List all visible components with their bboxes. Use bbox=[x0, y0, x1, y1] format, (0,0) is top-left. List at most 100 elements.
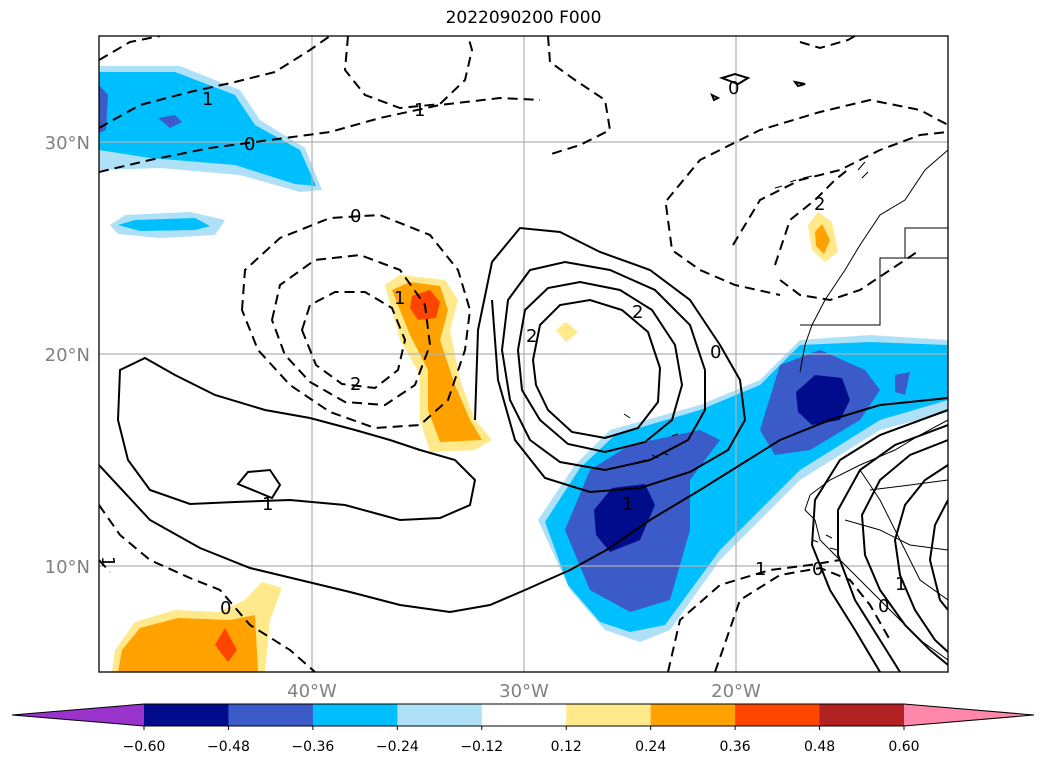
colorbar-tick-label: 0.60 bbox=[888, 739, 919, 755]
coast-africa-west bbox=[804, 419, 948, 661]
contours bbox=[99, 72, 948, 672]
contour-dashed-nw-0 bbox=[99, 96, 541, 173]
lat-label-10: 10°N bbox=[45, 557, 90, 578]
map-frame bbox=[98, 35, 949, 673]
contour-label: 2 bbox=[350, 374, 361, 395]
lat-label-20: 20°N bbox=[45, 345, 90, 366]
contour-dashed-sw-edge bbox=[99, 559, 111, 573]
shade-se-dark3 bbox=[895, 372, 910, 395]
contour-dashed-nw-1 bbox=[99, 36, 331, 129]
contour-label: 1 bbox=[97, 556, 118, 567]
colorbar-cell bbox=[397, 704, 483, 726]
contour-label: 0 bbox=[244, 134, 255, 155]
colorbar-tick-label: 0.12 bbox=[551, 739, 582, 755]
shade-sw-red bbox=[215, 628, 237, 662]
colorbar-cell bbox=[819, 704, 905, 726]
contour-dashed-ne-top bbox=[799, 36, 856, 50]
colorbar-ticks: −0.60 −0.48 −0.36 −0.24 −0.12 0.12 0.24 0.36 0.4… bbox=[123, 726, 920, 755]
contour-solid-africa2 bbox=[893, 464, 948, 653]
contour-dashed-ne-2 bbox=[732, 131, 948, 246]
coast-canaries bbox=[774, 161, 869, 189]
coast-border-1 bbox=[800, 227, 948, 326]
lon-label-40: 40°W bbox=[287, 681, 337, 702]
contour-solid-inner bbox=[531, 298, 662, 440]
shade-streak-mid bbox=[118, 218, 210, 231]
colorbar-tick-label: 0.48 bbox=[804, 739, 835, 755]
contour-label: 0 bbox=[220, 598, 231, 619]
lat-label-30: 30°N bbox=[45, 133, 90, 154]
colorbar-cell bbox=[481, 704, 567, 726]
contour-solid-small bbox=[236, 468, 282, 500]
colorbar-cell bbox=[650, 704, 736, 726]
contour-solid-africa1 bbox=[860, 439, 948, 666]
contour-dashed-sw bbox=[99, 504, 316, 672]
colorbar-tick-label: 0.36 bbox=[720, 739, 751, 755]
colorbar-cell bbox=[228, 704, 314, 726]
map-title: 2022090200 F000 bbox=[445, 8, 602, 28]
colorbar-tick-label: −0.24 bbox=[376, 739, 419, 755]
contour-solid-africa3 bbox=[928, 499, 948, 611]
colorbar-cells bbox=[12, 704, 1034, 726]
contour-dashed-ne-4 bbox=[779, 249, 921, 302]
shade-dot bbox=[556, 322, 578, 342]
colorbar-tick-label: 0.24 bbox=[635, 739, 666, 755]
contour-label: 0 bbox=[728, 78, 739, 99]
colorbar-tick-label: −0.60 bbox=[123, 739, 166, 755]
colorbar-tick-label: −0.48 bbox=[207, 739, 250, 755]
contour-label: 0 bbox=[878, 596, 889, 617]
contour-dashed-nw-top bbox=[99, 36, 161, 61]
contour-dashed-top-1 bbox=[343, 36, 474, 110]
contour-label: 0 bbox=[812, 559, 823, 580]
colorbar-extend-high bbox=[904, 704, 1034, 726]
shade-nw-mid bbox=[99, 72, 316, 186]
contour-solid-africa5 bbox=[837, 424, 948, 672]
map-area: 1 0 1 0 1 2 0 2 0 2 1 1 0 1 0 2 1 0 1 bbox=[97, 36, 948, 672]
colorbar-cell bbox=[566, 704, 652, 726]
contour-label: 2 bbox=[632, 302, 643, 323]
coast-africa-north bbox=[799, 149, 948, 373]
contour-label: 2 bbox=[814, 194, 825, 215]
contour-solid-south bbox=[99, 397, 948, 614]
contour-dashed-ne-1 bbox=[666, 98, 948, 201]
colorbar-cell bbox=[312, 704, 398, 726]
contour-label: 1 bbox=[394, 288, 405, 309]
contour-solid-large bbox=[116, 356, 477, 522]
contour-dashed-ne-right bbox=[665, 204, 781, 296]
contour-solid-mid2 bbox=[516, 280, 684, 454]
colorbar-extend-low bbox=[12, 704, 144, 726]
shade-se-darkest2 bbox=[796, 375, 850, 425]
contour-solid-africa4 bbox=[810, 409, 948, 672]
contour-solid-mid1 bbox=[500, 260, 706, 472]
contour-label: 2 bbox=[526, 326, 537, 347]
contour-dashed-cyclone-outer bbox=[240, 213, 472, 430]
colorbar: −0.60 −0.48 −0.36 −0.24 −0.12 0.12 0.24 0.36 0.4… bbox=[11, 703, 1035, 755]
contour-solid-outer bbox=[474, 226, 747, 494]
colorbar-cell bbox=[144, 704, 229, 726]
contour-dashed-ne-3 bbox=[774, 167, 851, 266]
contour-label: 0 bbox=[350, 206, 361, 227]
contour-dashed-cyclone-mid bbox=[270, 253, 432, 407]
contour-label: 1 bbox=[414, 100, 425, 121]
contour-dashed-se-0 bbox=[714, 566, 891, 672]
colorbar-tick-label: −0.12 bbox=[460, 739, 503, 755]
contour-label: 0 bbox=[710, 342, 721, 363]
contour-label: 1 bbox=[895, 574, 906, 595]
lon-label-30: 30°W bbox=[499, 681, 549, 702]
shade-ne-orange bbox=[815, 224, 830, 254]
gridlines bbox=[99, 36, 948, 672]
shade-nw-dark bbox=[99, 85, 108, 133]
colorbar-tick-label: −0.36 bbox=[291, 739, 334, 755]
contours-dashed bbox=[99, 36, 948, 672]
contour-label: 1 bbox=[202, 89, 213, 110]
axis-labels: 30°N 20°N 10°N 40°W 30°W 20°W bbox=[45, 133, 761, 702]
contour-solid-islands bbox=[710, 72, 806, 102]
coast-border-4 bbox=[869, 479, 948, 491]
shade-sw-orange bbox=[118, 615, 258, 672]
contour-label: 1 bbox=[622, 494, 633, 515]
shade-center-orange bbox=[392, 282, 482, 442]
colorbar-cell bbox=[735, 704, 821, 726]
contour-label: 1 bbox=[755, 559, 766, 580]
lon-label-20: 20°W bbox=[711, 681, 761, 702]
contour-dashed-cyclone-inner bbox=[300, 291, 407, 390]
